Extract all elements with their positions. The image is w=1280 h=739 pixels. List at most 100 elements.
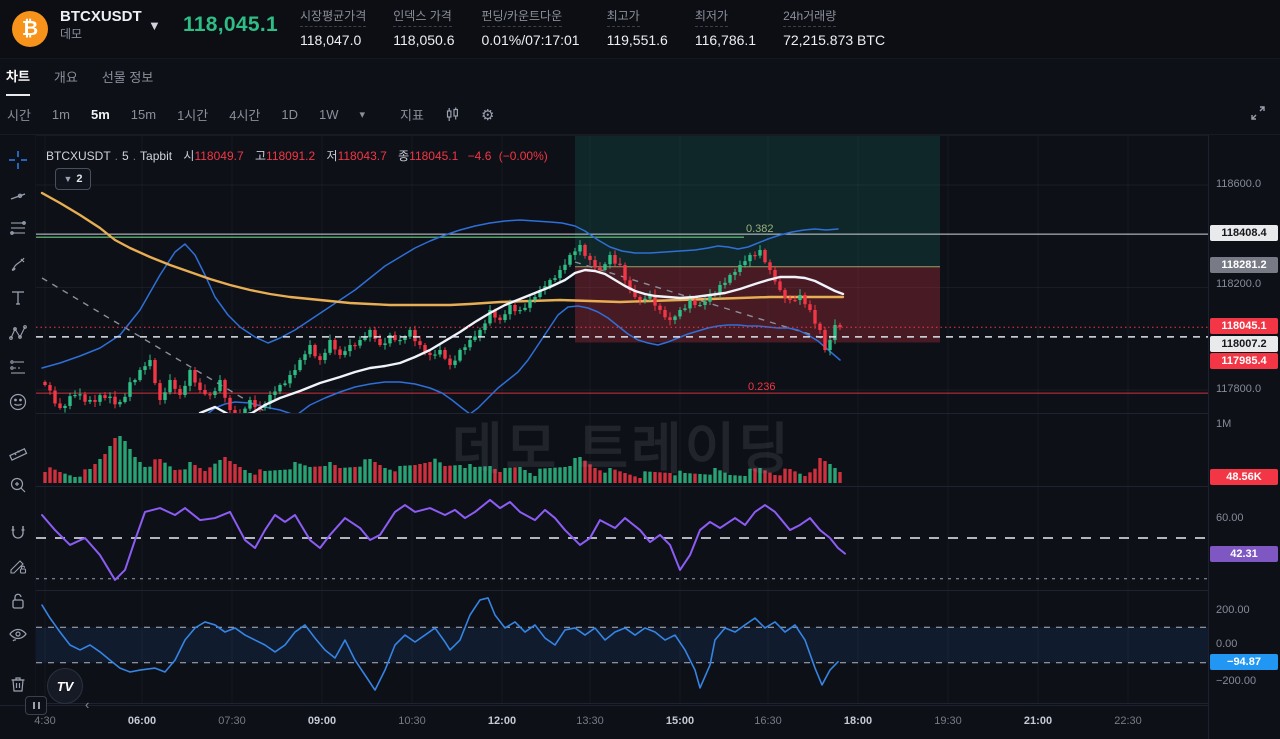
chevron-down-icon[interactable]: ▼ [148,18,161,33]
interval-1D[interactable]: 1D [281,107,299,122]
draw-lock-icon[interactable] [4,553,32,580]
high-value: 118091.2 [266,149,316,163]
indicators-button[interactable]: 지표 [400,108,424,123]
delete-drawings-icon[interactable] [4,670,32,697]
axis-tick: 1M [1216,418,1232,430]
rsi-pane [36,498,1208,581]
low-label: 저 [326,149,338,163]
time-label: 15:00 [665,715,695,727]
low-value: 118043.7 [337,149,387,163]
zoom-in-icon[interactable] [4,472,32,499]
price-label-gray: 118281.2 [1210,257,1278,273]
indicator-collapse-button[interactable]: ▼ 2 [55,168,91,190]
fib-0382-label: 0.382 [746,223,774,235]
interval-시간: 시간 [7,108,31,123]
stat-label: 펀딩/카운트다운 [481,7,563,27]
time-label: 18:00 [843,715,873,727]
open-value: 118049.7 [194,149,244,163]
tradingview-logo[interactable]: TV [47,668,83,704]
legend-exchange: Tapbit [140,149,173,163]
interval-1m[interactable]: 1m [51,107,70,122]
account-type-label: 데모 [60,26,83,41]
price-label-red: 117985.4 [1210,353,1278,369]
forecast-icon[interactable] [4,354,32,381]
ruler-icon[interactable] [4,437,32,464]
interval-4시간[interactable]: 4시간 [229,108,261,123]
indicator-count: 2 [76,173,83,185]
axis-tick: 117800.0 [1216,383,1262,395]
time-label: 19:30 [934,715,962,727]
text-icon[interactable] [4,285,32,312]
tab-차트[interactable]: 차트 [6,57,30,96]
stat-label: 최저가 [694,7,728,27]
price-pane [36,136,1208,413]
fullscreen-icon[interactable] [1250,105,1266,126]
fib-retracement-icon[interactable] [4,216,32,243]
price-label-red: 118045.1 [1210,318,1278,334]
replay-pause-button[interactable] [25,696,47,715]
drawing-toolbar [0,135,36,705]
interval-5m[interactable]: 5m [90,107,110,122]
chart-toolbar: 시간 1m 5m 15m 1시간 4시간 1D 1W ▾ 지표 ⚙ [0,95,1280,135]
stat-value: 118,047.0 [300,32,362,48]
chart-legend: BTCXUSDT. 5. Tapbit 시118049.7 고118091.2 저1… [46,149,548,163]
tab-선물 정보[interactable]: 선물 정보 [101,70,154,85]
magnet-icon[interactable] [4,518,32,545]
price-label-blue: −94.87 [1210,654,1278,670]
interval-chevron-down-icon[interactable]: ▾ [359,109,366,121]
time-label: 22:30 [1114,715,1142,727]
time-axis[interactable]: 4:30 06:00 07:30 09:00 10:30 12:00 13:30 15:00 1… [0,705,1208,739]
scroll-left-icon[interactable]: ‹ [85,697,90,712]
legend-interval: 5 [122,149,129,163]
last-price: 118,045.1 [183,13,278,36]
axis-tick: 200.00 [1216,604,1250,616]
stat-label: 최고가 [606,7,640,27]
candle-style-icon[interactable] [445,107,460,122]
cci-pane [36,597,1208,691]
interval-15m[interactable]: 15m [130,107,157,122]
interval-1시간[interactable]: 1시간 [177,108,209,123]
settings-gear-icon[interactable]: ⚙ [480,106,495,124]
high-label: 고 [254,149,267,163]
lock-all-icon[interactable] [4,587,32,614]
header-stat: 최고가 119,551.6 [606,7,668,48]
change-pct-value: (−0.00%) [498,149,548,163]
xabcd-pattern-icon[interactable] [4,320,32,347]
change-value: −4.6 [467,149,492,163]
stat-value: 72,215.873 BTC [783,32,886,48]
time-label: 16:30 [754,715,782,727]
top-bar: ₿ BTCXUSDT 데모 ▼ 118,045.1 시장평균가격 118,047.… [0,0,1280,59]
price-label-purple: 42.31 [1210,546,1278,562]
bitcoin-icon: ₿ [12,11,48,47]
axis-tick: 118200.0 [1216,278,1262,290]
price-label-white: 118408.4 [1210,225,1278,241]
volume-pane [43,436,842,483]
stat-label: 24h거래량 [783,7,837,27]
header-stat: 펀딩/카운트다운 0.01%/07:17:01 [481,7,580,48]
crosshair-icon[interactable] [4,147,32,174]
close-value: 118045.1 [409,149,459,163]
stat-label: 인덱스 가격 [393,7,452,27]
long-zone [575,136,940,267]
tab-개요[interactable]: 개요 [53,70,78,85]
trend-line-icon[interactable] [4,182,32,209]
header-stats: 시장평균가격 118,047.0 인덱스 가격 118,050.6 펀딩/카운트다운 0.… [300,7,885,48]
legend-symbol: BTCXUSDT [46,149,111,163]
stat-value: 116,786.1 [694,32,757,48]
axis-tick: 0.00 [1216,638,1238,650]
symbol-selector[interactable]: BTCXUSDT 데모 [60,8,142,42]
page-tabs: 차트 개요 선물 정보 [0,57,1280,96]
time-label: 12:00 [487,715,517,727]
open-label: 시 [183,149,195,163]
interval-1W[interactable]: 1W [319,107,339,122]
time-label: 4:30 [34,715,56,727]
hide-drawings-icon[interactable] [4,622,32,649]
price-axis[interactable]: 118600.0 118200.0 117800.0 1M 60.00 200.00 0.0… [1208,135,1280,739]
stat-value: 119,551.6 [606,32,668,48]
time-label: 10:30 [398,715,426,727]
emoji-icon[interactable] [4,389,32,416]
stop-zone [575,266,940,343]
brush-icon[interactable] [4,251,32,278]
